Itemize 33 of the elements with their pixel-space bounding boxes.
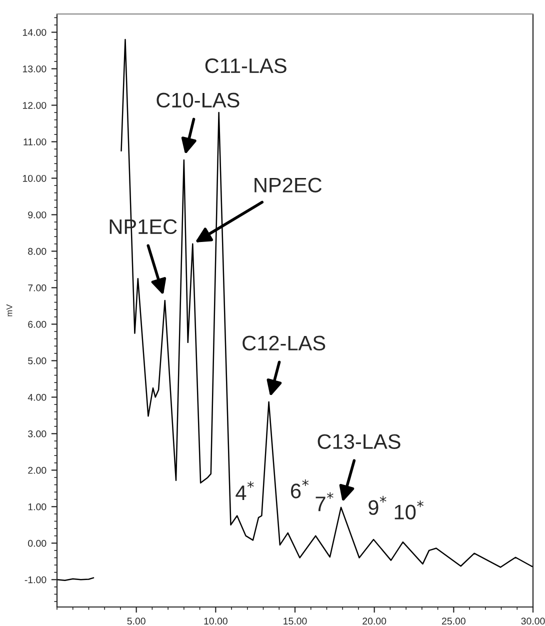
y-tick-label: 3.00	[28, 430, 46, 438]
x-tick-label: 15.00	[284, 618, 307, 625]
y-tick-label: -1.00	[24, 576, 46, 584]
y-tick-label: 6.00	[28, 320, 46, 328]
annotation: C12-LAS	[242, 336, 326, 351]
annotation: C11-LAS	[205, 58, 286, 74]
y-axis-title: mV	[6, 304, 12, 316]
y-tick-label: 1.00	[28, 503, 46, 510]
x-tick-label: 30.00	[521, 618, 545, 625]
y-tick-label: 14.00	[23, 28, 46, 36]
annotation: 4$^{*}$	[236, 481, 254, 500]
x-tick-label: 25.00	[442, 618, 466, 625]
annotation: C13-LAS	[318, 434, 400, 449]
y-tick-label: 5.00	[28, 357, 46, 364]
annotation: 6$^{*}$	[291, 479, 309, 498]
x-tick-label: 10.00	[204, 618, 228, 625]
y-tick-label: 13.00	[23, 65, 46, 72]
x-tick-label: 5.00	[127, 618, 146, 625]
y-tick-label: 11.00	[24, 138, 46, 146]
annotation: NP2EC	[254, 178, 322, 192]
annotation: 9$^{*}$	[368, 496, 386, 515]
annotation: 10$^{*}$	[394, 500, 424, 520]
y-tick-label: 12.00	[23, 102, 46, 109]
y-tick-label: 9.00	[28, 211, 46, 218]
y-tick-label: 8.00	[28, 248, 46, 255]
y-tick-label: 0.00	[28, 540, 46, 547]
y-tick-label: 2.00	[28, 466, 46, 474]
annotation: C10-LAS	[156, 92, 240, 108]
y-tick-label: 10.00	[23, 174, 46, 182]
x-tick-label: 20.00	[362, 618, 386, 625]
y-tick-label: 7.00	[28, 284, 46, 292]
annotation: 7$^{*}$	[316, 492, 334, 512]
y-tick-label: 4.00	[28, 394, 46, 401]
